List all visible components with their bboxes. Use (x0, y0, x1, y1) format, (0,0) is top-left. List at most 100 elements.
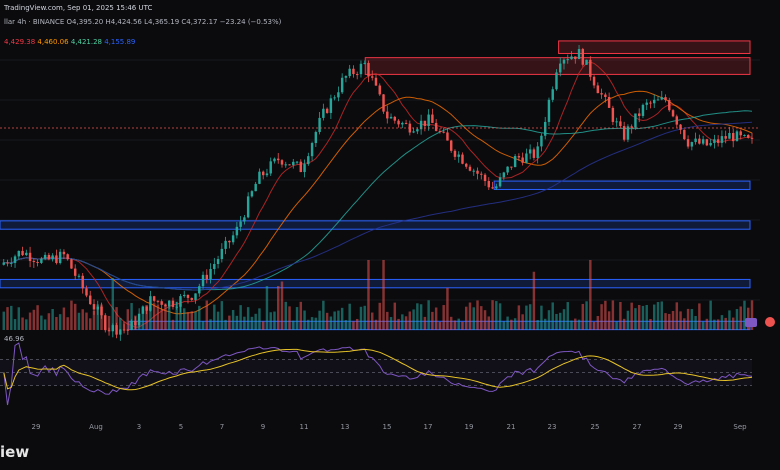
candle-body (480, 173, 483, 175)
candle-body (273, 158, 276, 162)
volume-bar (382, 260, 385, 330)
volume-bar (607, 311, 611, 330)
volume-bar (92, 310, 96, 330)
candle-body (89, 295, 92, 305)
volume-bar (585, 301, 588, 330)
candle-body (427, 114, 430, 127)
volume-bar (288, 306, 291, 330)
volume-bar (555, 313, 558, 330)
volume-bar (40, 315, 43, 330)
rsi-ma-line (3, 348, 753, 391)
volume-bar (461, 321, 464, 330)
candle-body (198, 286, 201, 294)
volume-bar (668, 313, 671, 330)
x-tick-label: 29 (673, 423, 683, 431)
candle-body (743, 134, 746, 136)
volume-bar (371, 312, 374, 330)
volume-bar (122, 321, 126, 330)
volume-bar (28, 312, 32, 330)
candle-body (570, 56, 573, 60)
candle-body (314, 132, 318, 144)
volume-bar (85, 312, 88, 330)
volume-bar (254, 313, 257, 330)
volume-bar (731, 317, 735, 330)
candle-body (28, 252, 32, 262)
candle-body (77, 275, 81, 277)
candle-body (585, 59, 588, 65)
volume-bar (314, 317, 318, 330)
indicator-badge-red (765, 317, 775, 327)
supply-zone (364, 57, 751, 75)
volume-bar (679, 311, 682, 330)
volume-bar (25, 319, 28, 330)
candle-body (592, 76, 596, 86)
candle-body (318, 117, 321, 133)
volume-bar (318, 310, 321, 330)
candle-body (630, 126, 633, 128)
candle-body (220, 248, 224, 260)
volume-bar (2, 311, 5, 330)
symbol-line: llar 4h · BINANCE O4,395.20 H4,424.56 L4… (4, 18, 281, 26)
volume-bar (47, 313, 51, 330)
volume-bar (480, 306, 483, 330)
candle-body (517, 156, 521, 158)
volume-bar (6, 307, 9, 330)
candle-body (731, 133, 735, 142)
candle-body (449, 140, 453, 151)
volume-bar (96, 304, 99, 330)
volume-bar (355, 318, 359, 330)
volume-bar (299, 301, 303, 330)
candle-body (231, 235, 235, 243)
candle-body (438, 130, 442, 132)
volume-bar (551, 302, 554, 330)
x-tick-label: 7 (219, 423, 225, 431)
volume-bar (724, 317, 727, 330)
volume-bar (513, 318, 517, 330)
candle-body (574, 56, 577, 60)
candle-body (228, 240, 231, 243)
volume-bar (243, 316, 246, 330)
candle-body (325, 108, 329, 113)
candle-body (254, 183, 257, 192)
volume-layer (2, 260, 754, 330)
x-tick-label: 5 (178, 423, 184, 431)
candle-body (739, 131, 742, 136)
candle-body (51, 255, 54, 260)
volume-bar (10, 305, 13, 330)
volume-bar (664, 313, 667, 330)
candle-body (62, 251, 66, 255)
volume-bar (171, 319, 175, 330)
candle-body (382, 94, 385, 112)
volume-bar (295, 307, 299, 330)
candle-body (359, 63, 363, 75)
candle-body (40, 258, 43, 263)
candle-body (258, 171, 261, 184)
candle-body (190, 297, 193, 300)
candle-body (292, 161, 295, 166)
volume-bar (532, 271, 536, 330)
volume-bar (683, 318, 686, 330)
candles-layer (2, 44, 754, 341)
volume-bar (81, 309, 84, 330)
candle-body (261, 171, 265, 176)
volume-bar (119, 317, 122, 330)
volume-bar (73, 303, 77, 330)
candle-body (55, 255, 58, 264)
volume-bar (626, 310, 630, 330)
volume-bar (412, 309, 415, 330)
volume-bar (416, 303, 419, 330)
volume-bar (303, 310, 306, 330)
candle-body (367, 62, 370, 77)
candle-body (641, 104, 645, 116)
candle-body (690, 142, 694, 147)
candle-body (363, 62, 366, 64)
ohlc-values: O4,395.20 H4,424.56 L4,365.19 C4,372.17 … (66, 18, 282, 26)
candle-body (126, 329, 130, 331)
candle-body (303, 164, 306, 173)
candle-body (295, 161, 299, 163)
volume-bar (333, 311, 336, 330)
volume-bar (434, 307, 438, 330)
volume-bar (277, 285, 280, 330)
